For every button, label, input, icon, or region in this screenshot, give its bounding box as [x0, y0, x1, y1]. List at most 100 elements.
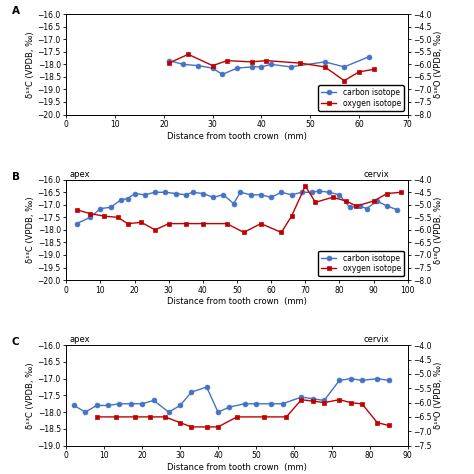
carbon isotope: [195, 63, 201, 68]
Y-axis label: δ¹³C (VPDB, ‰): δ¹³C (VPDB, ‰): [26, 362, 35, 428]
carbon isotope: [132, 191, 137, 196]
carbon isotope: [219, 72, 225, 77]
oxygen isotope: [125, 221, 131, 227]
carbon isotope: [309, 190, 315, 195]
carbon isotope: [118, 197, 124, 203]
oxygen isotope: [200, 221, 206, 227]
Line: carbon isotope: carbon isotope: [74, 189, 400, 226]
carbon isotope: [142, 192, 148, 198]
carbon isotope: [347, 204, 353, 210]
carbon isotope: [82, 409, 88, 415]
carbon isotope: [237, 190, 243, 195]
carbon isotope: [337, 377, 342, 383]
oxygen isotope: [261, 414, 266, 420]
carbon isotope: [183, 192, 189, 198]
oxygen isotope: [343, 198, 349, 204]
Y-axis label: δ¹⁸O (VPDB, ‰): δ¹⁸O (VPDB, ‰): [435, 196, 444, 264]
oxygen isotope: [94, 414, 100, 420]
carbon isotope: [268, 194, 274, 200]
carbon isotope: [289, 192, 294, 198]
carbon isotope: [98, 206, 103, 211]
carbon isotope: [166, 58, 172, 64]
Y-axis label: δ¹³C (VPDB, ‰): δ¹³C (VPDB, ‰): [26, 197, 35, 263]
Line: oxygen isotope: oxygen isotope: [166, 52, 376, 83]
Text: B: B: [12, 172, 20, 182]
carbon isotope: [258, 64, 264, 70]
oxygen isotope: [249, 59, 255, 65]
carbon isotope: [321, 398, 327, 403]
oxygen isotope: [115, 215, 120, 220]
carbon isotope: [326, 190, 332, 195]
carbon isotope: [374, 198, 380, 204]
oxygen isotope: [283, 414, 289, 420]
oxygen isotope: [313, 200, 319, 205]
oxygen isotope: [113, 414, 118, 420]
oxygen isotope: [384, 191, 390, 196]
oxygen isotope: [215, 424, 221, 430]
carbon isotope: [258, 192, 264, 198]
oxygen isotope: [147, 414, 153, 420]
carbon isotope: [173, 191, 178, 196]
carbon isotope: [117, 401, 122, 407]
Line: oxygen isotope: oxygen isotope: [74, 183, 403, 235]
carbon isotope: [166, 409, 172, 415]
carbon isotope: [364, 206, 370, 211]
carbon isotope: [163, 190, 168, 195]
carbon isotope: [268, 401, 274, 407]
oxygen isotope: [264, 58, 269, 64]
oxygen isotope: [185, 52, 191, 57]
oxygen isotope: [279, 229, 284, 235]
carbon isotope: [125, 196, 131, 201]
Y-axis label: δ¹⁸O (VPDB, ‰): δ¹⁸O (VPDB, ‰): [435, 31, 444, 98]
carbon isotope: [215, 409, 221, 415]
oxygen isotope: [398, 190, 404, 195]
carbon isotope: [231, 201, 237, 206]
carbon isotope: [280, 401, 285, 407]
oxygen isotope: [132, 414, 137, 420]
Line: carbon isotope: carbon isotope: [72, 376, 391, 415]
carbon isotope: [359, 377, 365, 383]
carbon isotope: [220, 192, 226, 198]
Line: oxygen isotope: oxygen isotope: [94, 397, 391, 429]
oxygen isotope: [152, 227, 158, 233]
Text: apex: apex: [70, 170, 91, 179]
carbon isotope: [210, 194, 216, 200]
carbon isotope: [128, 401, 134, 407]
oxygen isotope: [356, 69, 362, 75]
oxygen isotope: [74, 207, 80, 213]
oxygen isotope: [348, 400, 354, 405]
carbon isotope: [151, 398, 156, 403]
carbon isotope: [268, 62, 274, 67]
carbon isotope: [337, 192, 342, 198]
carbon isotope: [181, 62, 186, 67]
X-axis label: Distance from tooth crown  (mm): Distance from tooth crown (mm): [167, 132, 307, 141]
oxygen isotope: [298, 60, 303, 66]
oxygen isotope: [371, 198, 376, 204]
carbon isotope: [248, 192, 254, 198]
oxygen isotope: [224, 221, 229, 227]
carbon isotope: [348, 376, 354, 382]
oxygen isotope: [87, 211, 93, 217]
oxygen isotope: [354, 203, 359, 209]
carbon isotope: [177, 402, 183, 408]
carbon isotope: [87, 215, 93, 220]
oxygen isotope: [166, 60, 172, 66]
carbon isotope: [105, 402, 111, 408]
carbon isotope: [249, 64, 255, 70]
oxygen isotope: [337, 397, 342, 402]
carbon isotope: [384, 203, 390, 209]
Y-axis label: δ¹³C (VPDB, ‰): δ¹³C (VPDB, ‰): [26, 31, 35, 98]
oxygen isotope: [359, 401, 365, 407]
oxygen isotope: [341, 78, 347, 83]
carbon isotope: [374, 376, 380, 382]
Y-axis label: δ¹⁸O (VPDB, ‰): δ¹⁸O (VPDB, ‰): [435, 362, 444, 429]
Text: C: C: [12, 337, 19, 347]
carbon isotope: [108, 204, 114, 210]
oxygen isotope: [302, 183, 308, 189]
carbon isotope: [234, 65, 240, 71]
Legend: carbon isotope, oxygen isotope: carbon isotope, oxygen isotope: [318, 85, 404, 111]
oxygen isotope: [204, 424, 210, 430]
carbon isotope: [394, 207, 400, 213]
carbon isotope: [210, 65, 216, 71]
carbon isotope: [310, 396, 316, 401]
